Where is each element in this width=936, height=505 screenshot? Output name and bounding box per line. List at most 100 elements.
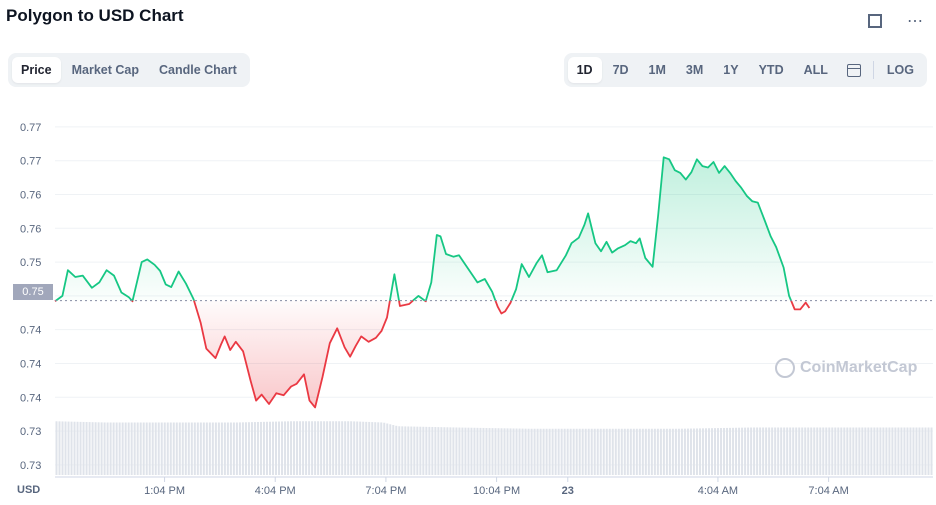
volume-bar — [452, 427, 455, 475]
tab-market-cap[interactable]: Market Cap — [63, 57, 148, 83]
volume-bar — [118, 422, 121, 475]
volume-bar — [566, 428, 569, 475]
volume-bar — [293, 421, 296, 475]
volume-bar — [329, 421, 332, 475]
price-line-up — [131, 258, 195, 301]
price-area-down — [194, 300, 390, 408]
y-tick-label: 0.75 — [20, 257, 41, 269]
volume-bar — [822, 427, 825, 475]
volume-bar — [732, 427, 735, 475]
volume-bar — [629, 428, 632, 475]
volume-bar — [762, 427, 765, 475]
tab-price[interactable]: Price — [12, 57, 61, 83]
y-tick-label: 0.76 — [20, 189, 41, 201]
range-1m-button[interactable]: 1M — [640, 57, 675, 83]
price-line-up — [55, 269, 133, 302]
more-icon[interactable]: ⋯ — [907, 13, 923, 30]
volume-bar — [581, 428, 584, 475]
volume-bar — [602, 428, 605, 475]
volume-bar — [130, 422, 133, 475]
volume-bar — [491, 428, 494, 475]
volume-bar — [846, 427, 849, 475]
volume-bar — [220, 422, 223, 475]
x-tick-label: 4:04 AM — [698, 485, 738, 497]
volume-bar — [247, 422, 250, 475]
volume-bar — [599, 428, 602, 475]
volume-bar — [401, 426, 404, 475]
x-tick-label: 23 — [562, 485, 574, 497]
volume-bar — [741, 427, 744, 475]
y-tick-label: 0.74 — [20, 325, 41, 337]
volume-bar — [780, 427, 783, 475]
volume-bar — [79, 421, 82, 475]
volume-bar — [413, 426, 416, 475]
x-tick-label: 10:04 PM — [473, 485, 520, 497]
calendar-icon[interactable] — [846, 63, 861, 77]
volume-bar — [160, 422, 163, 475]
volume-bar — [843, 427, 846, 475]
volume-bar — [94, 422, 97, 475]
range-all-button[interactable]: ALL — [795, 57, 837, 83]
range-ytd-button[interactable]: YTD — [750, 57, 793, 83]
volume-bar — [271, 421, 274, 475]
volume-bar — [500, 428, 503, 475]
volume-bar — [97, 422, 100, 475]
volume-bar — [103, 422, 106, 475]
volume-bar — [241, 422, 244, 475]
volume-bar — [536, 428, 539, 475]
volume-bar — [879, 427, 882, 475]
volume-bar — [771, 427, 774, 475]
volume-bar — [353, 421, 356, 475]
volume-bar — [560, 428, 563, 475]
volume-bar — [825, 427, 828, 475]
volume-bar — [190, 422, 193, 475]
volume-bar — [67, 421, 70, 475]
volume-bar — [590, 428, 593, 475]
volume-bar — [909, 427, 912, 475]
volume-bar — [350, 421, 353, 475]
range-1d-button[interactable]: 1D — [567, 57, 602, 83]
volume-bar — [485, 427, 488, 475]
tab-candle-chart[interactable]: Candle Chart — [150, 57, 246, 83]
volume-bar — [497, 428, 500, 475]
volume-bar — [864, 427, 867, 475]
volume-bar — [915, 427, 918, 475]
volume-bar — [665, 428, 668, 475]
volume-bar — [626, 428, 629, 475]
volume-bar — [641, 428, 644, 475]
volume-bar — [443, 427, 446, 475]
volume-bar — [698, 428, 701, 475]
fullscreen-icon[interactable] — [864, 10, 886, 32]
volume-bar — [557, 428, 560, 475]
volume-bar — [211, 422, 214, 475]
volume-bar — [115, 422, 118, 475]
range-1y-button[interactable]: 1Y — [714, 57, 747, 83]
volume-bar — [783, 427, 786, 475]
log-scale-button[interactable]: LOG — [878, 57, 923, 83]
volume-bar — [870, 427, 873, 475]
volume-bar — [900, 427, 903, 475]
volume-bar — [281, 421, 284, 475]
volume-bar — [819, 427, 822, 475]
volume-bar — [792, 427, 795, 475]
volume-bar — [124, 422, 127, 475]
volume-bar — [768, 427, 771, 475]
range-7d-button[interactable]: 7D — [604, 57, 638, 83]
price-line-down — [790, 300, 811, 311]
volume-bar — [798, 427, 801, 475]
range-3m-button[interactable]: 3M — [677, 57, 712, 83]
volume-bar — [912, 427, 915, 475]
volume-bar — [76, 421, 79, 475]
volume-bar — [918, 427, 921, 475]
volume-bar — [58, 421, 61, 475]
volume-bar — [837, 427, 840, 475]
volume-bar — [166, 422, 169, 475]
volume-bar — [551, 428, 554, 475]
volume-bar — [608, 428, 611, 475]
price-line-down — [398, 299, 414, 307]
volume-bar — [371, 422, 374, 475]
volume-bar — [416, 426, 419, 475]
volume-bar — [268, 421, 271, 475]
volume-bar — [250, 422, 253, 475]
